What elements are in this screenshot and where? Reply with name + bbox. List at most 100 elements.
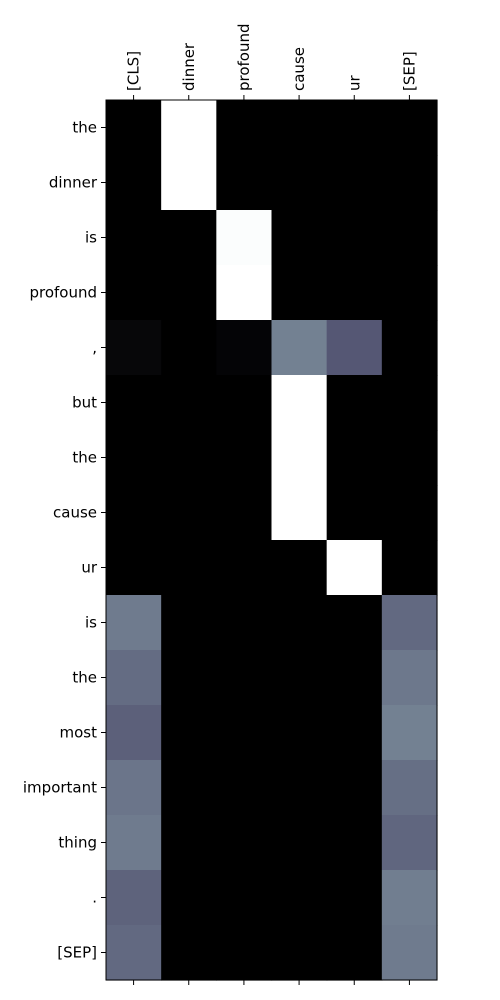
heatmap-cell: [161, 650, 217, 706]
heatmap-cell: [381, 100, 438, 156]
heatmap-cell: [106, 760, 162, 816]
heatmap-cell: [326, 815, 383, 871]
heatmap-cell: [326, 430, 383, 486]
heatmap-cell: [106, 705, 162, 761]
heatmap-cell: [271, 430, 328, 486]
y-tick-label: most: [60, 724, 98, 742]
heatmap-cell: [271, 540, 328, 596]
heatmap-cell: [271, 760, 328, 816]
heatmap-cell: [271, 485, 328, 541]
heatmap-cell: [271, 650, 328, 706]
heatmap-cell: [271, 375, 328, 431]
heatmap-cell: [216, 705, 273, 761]
x-tick-label: [SEP]: [400, 51, 418, 91]
heatmap-cell: [271, 210, 328, 266]
y-tick-label: cause: [53, 504, 97, 522]
heatmap-cell: [381, 430, 438, 486]
heatmap-cell: [106, 320, 162, 376]
heatmap-cell: [271, 155, 328, 211]
y-tick-label: the: [72, 449, 97, 467]
heatmap-cell: [161, 540, 217, 596]
y-tick-label: but: [72, 394, 97, 412]
heatmap-cell: [106, 540, 162, 596]
x-tick-label: dinner: [180, 42, 198, 91]
heatmap-cell: [381, 650, 438, 706]
heatmap-cell: [216, 265, 273, 321]
y-tick-label: [SEP]: [57, 944, 97, 962]
y-tick-label: the: [72, 119, 97, 137]
heatmap-cell: [161, 320, 217, 376]
heatmap-cell: [326, 100, 383, 156]
plot-frame: [105, 99, 438, 981]
heatmap-cell: [381, 375, 438, 431]
x-tick-label: ur: [345, 74, 363, 91]
heatmap-cell: [271, 595, 328, 651]
heatmap-cell: [106, 430, 162, 486]
heatmap-cell: [106, 650, 162, 706]
heatmap-cell: [326, 760, 383, 816]
heatmap-cell: [381, 485, 438, 541]
heatmap-cell: [161, 485, 217, 541]
heatmap-cell: [106, 815, 162, 871]
heatmap-cell: [216, 320, 273, 376]
heatmap-cell: [326, 925, 383, 981]
heatmap-cell: [381, 925, 438, 981]
heatmap-cell: [161, 815, 217, 871]
y-tick-label: profound: [29, 284, 97, 302]
heatmap-cell: [271, 870, 328, 926]
heatmap-cell: [106, 375, 162, 431]
heatmap-cell: [161, 100, 217, 156]
heatmap-cell: [381, 155, 438, 211]
heatmap-cell: [326, 870, 383, 926]
heatmap-cell: [216, 100, 273, 156]
y-tick-label: dinner: [49, 174, 98, 192]
heatmap-cell: [326, 540, 383, 596]
x-tick-label: [CLS]: [125, 51, 143, 91]
heatmap-cell: [326, 320, 383, 376]
heatmap-cell: [381, 210, 438, 266]
y-tick-label: is: [85, 229, 97, 247]
heatmap-cell: [106, 595, 162, 651]
heatmap-cell: [161, 155, 217, 211]
heatmap-cell: [326, 705, 383, 761]
y-tick-label: ur: [81, 559, 98, 577]
heatmap-cell: [326, 210, 383, 266]
heatmap-cell: [216, 485, 273, 541]
heatmap-cells: [106, 100, 438, 981]
heatmap-cell: [106, 925, 162, 981]
heatmap-cell: [106, 100, 162, 156]
y-tick-label: .: [92, 889, 97, 907]
heatmap-cell: [381, 595, 438, 651]
heatmap-cell: [381, 705, 438, 761]
heatmap-cell: [381, 320, 438, 376]
heatmap-cell: [216, 815, 273, 871]
heatmap-cell: [216, 650, 273, 706]
heatmap-cell: [271, 925, 328, 981]
heatmap-cell: [161, 705, 217, 761]
heatmap-cell: [161, 430, 217, 486]
y-axis-ticks: the dinner is profound, but the cause ur is the mo…: [23, 119, 106, 962]
heatmap-cell: [161, 210, 217, 266]
heatmap-cell: [161, 870, 217, 926]
heatmap-cell: [106, 155, 162, 211]
heatmap-cell: [326, 485, 383, 541]
heatmap-cell: [161, 265, 217, 321]
y-tick-label: the: [72, 669, 97, 687]
x-tick-label: profound: [235, 23, 253, 91]
heatmap-cell: [216, 595, 273, 651]
heatmap-cell: [381, 760, 438, 816]
heatmap-cell: [381, 815, 438, 871]
heatmap-cell: [106, 870, 162, 926]
heatmap-cell: [326, 375, 383, 431]
y-tick-label: ,: [92, 339, 97, 357]
heatmap-cell: [216, 375, 273, 431]
heatmap-cell: [106, 210, 162, 266]
heatmap-cell: [381, 265, 438, 321]
heatmap-cell: [216, 760, 273, 816]
heatmap-cell: [271, 705, 328, 761]
heatmap-cell: [216, 540, 273, 596]
heatmap-cell: [271, 320, 328, 376]
heatmap-cell: [271, 100, 328, 156]
heatmap-cell: [216, 155, 273, 211]
